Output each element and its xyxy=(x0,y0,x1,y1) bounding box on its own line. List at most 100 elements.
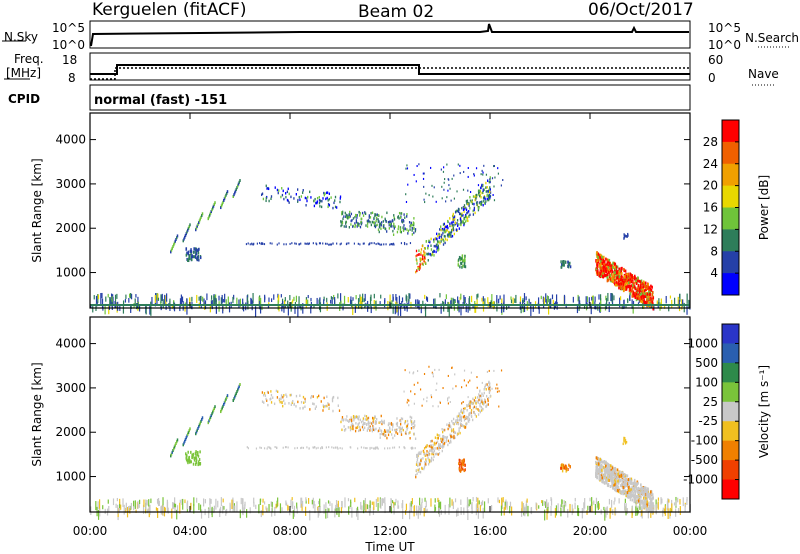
power-cell xyxy=(631,277,633,281)
velocity-cell xyxy=(155,507,158,511)
velocity-cell xyxy=(162,497,164,507)
power-cell xyxy=(462,259,465,263)
velocity-cell xyxy=(530,507,532,514)
power-cell xyxy=(195,228,197,232)
power-cell xyxy=(615,268,618,272)
power-cell xyxy=(623,267,625,271)
velocity-cell xyxy=(607,476,609,480)
velocity-cell xyxy=(484,386,486,389)
velocity-cell xyxy=(315,447,317,450)
velocity-cell xyxy=(420,452,422,456)
velocity-cell xyxy=(193,497,195,507)
velocity-cell xyxy=(643,500,646,504)
power-cell xyxy=(367,219,370,222)
velocity-cell xyxy=(619,484,622,488)
velocity-cell xyxy=(626,482,629,486)
power-cell xyxy=(112,296,114,305)
power-cell xyxy=(249,243,251,246)
velocity-cell xyxy=(621,478,624,482)
velocity-cell xyxy=(426,508,428,513)
velocity-cell xyxy=(462,467,464,471)
velocity-cell xyxy=(475,402,477,405)
velocity-cell xyxy=(188,460,191,464)
power-cell xyxy=(437,245,440,249)
power-cell xyxy=(278,189,280,192)
velocity-cell xyxy=(210,498,212,504)
velocity-cell xyxy=(416,458,419,462)
velocity-cell xyxy=(285,502,288,506)
power-cell xyxy=(459,172,461,175)
power-cell xyxy=(608,258,611,262)
power-cell xyxy=(348,216,350,219)
power-cell xyxy=(469,191,472,194)
velocity-cell xyxy=(618,476,621,480)
velocity-cell xyxy=(201,416,204,420)
power-cell xyxy=(171,305,173,309)
velocity-cell xyxy=(374,420,376,423)
velocity-cell xyxy=(418,470,420,473)
power-cell xyxy=(95,303,97,311)
velocity-cell xyxy=(455,419,457,422)
power-ytick-label: 4000 xyxy=(55,133,86,147)
velocity-cell xyxy=(361,425,364,429)
power-cell xyxy=(190,250,193,254)
velocity-cell xyxy=(187,450,189,454)
velocity-cell xyxy=(405,425,408,428)
velocity-cell xyxy=(392,423,394,426)
power-cell xyxy=(493,185,495,188)
velocity-cell xyxy=(615,485,617,489)
velocity-cell xyxy=(462,415,465,419)
velocity-cell xyxy=(596,472,599,476)
velocity-cell xyxy=(445,440,447,443)
power-cell xyxy=(617,282,620,286)
power-cell xyxy=(396,230,399,234)
power-cell xyxy=(632,304,634,314)
power-cell xyxy=(640,286,643,290)
velocity-cell xyxy=(410,419,412,422)
power-cell xyxy=(444,237,447,241)
velocity-cell xyxy=(421,466,423,470)
power-cell xyxy=(391,219,394,222)
power-cell xyxy=(181,296,184,303)
power-cell xyxy=(221,202,223,206)
power-cell xyxy=(475,167,478,170)
velocity-cell xyxy=(566,468,568,472)
velocity-cell xyxy=(380,430,383,433)
velocity-cell xyxy=(622,486,625,490)
power-cell xyxy=(313,204,316,208)
velocity-cell xyxy=(318,506,320,513)
power-cell xyxy=(408,220,411,224)
velocity-cell xyxy=(400,431,402,434)
velocity-cell xyxy=(475,504,477,516)
power-cell xyxy=(274,186,276,189)
velocity-cell xyxy=(470,408,473,412)
velocity-cell xyxy=(618,478,620,482)
power-cell xyxy=(377,218,379,221)
power-cell xyxy=(481,184,483,188)
power-cell xyxy=(646,298,648,302)
nsky-line xyxy=(90,23,689,47)
velocity-cell xyxy=(261,400,264,403)
velocity-cell xyxy=(613,501,615,505)
power-cell xyxy=(445,225,447,229)
velocity-cell xyxy=(174,503,177,508)
velocity-cell xyxy=(426,400,428,403)
power-cell xyxy=(424,251,426,255)
velocity-cell xyxy=(440,439,442,442)
power-cell xyxy=(370,306,372,314)
power-cell xyxy=(627,232,629,236)
velocity-cell xyxy=(365,503,367,513)
velocity-cell xyxy=(171,508,173,519)
velocity-ytick-label: 3000 xyxy=(55,381,86,395)
power-cell xyxy=(413,226,415,230)
velocity-cell xyxy=(623,439,625,442)
velocity-cell xyxy=(352,416,355,419)
velocity-cell xyxy=(348,506,350,515)
power-cell xyxy=(466,199,469,202)
power-cell xyxy=(619,297,621,308)
power-cell xyxy=(603,267,606,271)
velocity-cell xyxy=(621,474,624,478)
power-cell xyxy=(609,261,611,265)
velocity-cell xyxy=(97,509,100,520)
power-cell xyxy=(482,171,484,174)
